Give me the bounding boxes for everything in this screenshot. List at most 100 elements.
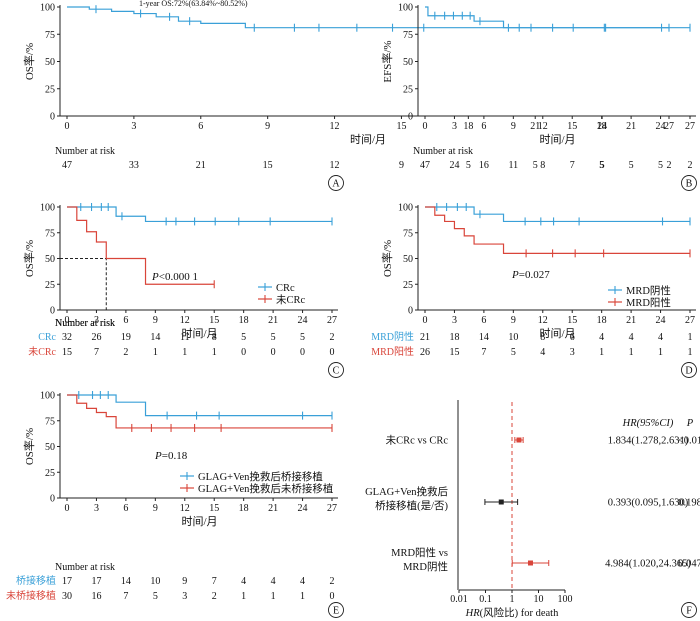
legend-label: CRc [276, 283, 295, 294]
x-tick-label: 6 [198, 121, 203, 132]
x-tick-label: 24 [656, 121, 666, 132]
x-axis-label: 时间/月 [181, 515, 217, 528]
risk-count: 7 [94, 347, 99, 358]
panel-badge [681, 602, 697, 618]
panel-letter: F [686, 606, 692, 617]
risk-count: 2 [212, 591, 217, 602]
x-tick-label: 27 [685, 315, 695, 326]
risk-count: 33 [129, 160, 139, 171]
x-tick-label: 24 [656, 315, 666, 326]
y-tick-label: 0 [408, 112, 413, 123]
hr-ci-text: 4.984(1.020,24.365) [605, 559, 691, 570]
risk-count: 4 [540, 347, 545, 358]
x-tick-label: 27 [327, 315, 337, 326]
risk-count: 19 [121, 332, 131, 343]
x-tick-label: 27 [327, 503, 337, 514]
risk-count: 4 [300, 576, 305, 587]
p-value: P<0.000 1 [151, 271, 198, 283]
x-tick-label: 3 [131, 121, 136, 132]
risk-row-label: 未CRc [28, 346, 56, 358]
risk-count: 1 [182, 347, 187, 358]
risk-count: 0 [330, 347, 335, 358]
hr-point [516, 437, 522, 443]
forest-x-tick-label: 100 [558, 594, 573, 605]
x-tick-label: 15 [209, 315, 219, 326]
y-tick-label: 75 [403, 30, 413, 41]
risk-count: 5 [511, 347, 516, 358]
x-tick-label: 12 [330, 121, 340, 132]
forest-row-label: 未CRc vs CRc [386, 435, 449, 447]
y-tick-label: 25 [45, 468, 55, 479]
y-tick-label: 100 [40, 3, 55, 14]
panel-letter: E [333, 606, 339, 617]
x-tick-label: 0 [423, 315, 428, 326]
hr-point [498, 499, 504, 505]
y-tick-label: 100 [398, 3, 413, 14]
risk-count: 4 [271, 576, 276, 587]
risk-count: 14 [479, 332, 489, 343]
y-tick-label: 100 [40, 391, 55, 402]
risk-count: 2 [688, 160, 693, 171]
x-tick-label: 24 [597, 121, 607, 132]
y-tick-label: 75 [45, 30, 55, 41]
risk-count: 26 [91, 332, 101, 343]
risk-row-label: 未桥接移植 [6, 589, 56, 602]
x-tick-label: 0 [65, 315, 70, 326]
risk-count: 7 [481, 347, 486, 358]
forest-x-axis-label: HR(风险比) for death [465, 606, 559, 619]
risk-title: Number at risk [55, 146, 115, 157]
y-axis-label: OS率/% [22, 240, 36, 277]
risk-count: 5 [300, 332, 305, 343]
x-tick-label: 0 [65, 503, 70, 514]
panel-badge [328, 175, 344, 191]
risk-count: 26 [420, 347, 430, 358]
p-value-text: 0.198 [678, 498, 700, 509]
risk-count: 0 [241, 347, 246, 358]
x-tick-label: 3 [452, 315, 457, 326]
risk-count: 9 [182, 576, 187, 587]
risk-row-label: MRD阴性 [371, 330, 414, 343]
risk-count: 4 [599, 332, 604, 343]
panel-badge [328, 362, 344, 378]
y-tick-label: 100 [398, 203, 413, 214]
risk-count: 1 [658, 347, 663, 358]
x-tick-label: 6 [481, 121, 486, 132]
y-tick-label: 50 [45, 57, 55, 68]
risk-count: 8 [540, 160, 545, 171]
x-tick-label: 27 [664, 121, 674, 132]
forest-x-tick-label: 0.1 [479, 594, 492, 605]
x-tick-label: 15 [396, 121, 406, 132]
risk-count: 7 [123, 591, 128, 602]
risk-count: 47 [62, 160, 72, 171]
risk-count: 14 [121, 576, 131, 587]
risk-count: 15 [62, 347, 72, 358]
legend-label: 未CRc [276, 294, 306, 306]
risk-title: Number at risk [55, 318, 115, 329]
panel-a: 0 3 6 9 12 15 18 21 24 270255075100时间/月OS率/%1-yea… [22, 0, 675, 191]
forest-x-tick-label: 1 [510, 594, 515, 605]
risk-count: 16 [91, 591, 101, 602]
panel-badge [681, 362, 697, 378]
x-tick-label: 21 [268, 503, 278, 514]
risk-count: 2 [330, 576, 335, 587]
y-axis-label: OS率/% [380, 240, 394, 277]
risk-count: 1 [629, 347, 634, 358]
x-tick-label: 6 [481, 315, 486, 326]
x-tick-label: 12 [180, 503, 190, 514]
legend-label: GLAG+Ven挽救后桥接移植 [198, 470, 323, 483]
y-tick-label: 0 [50, 494, 55, 505]
risk-count: 1 [241, 591, 246, 602]
plot-area [450, 401, 563, 456]
panel-badge [681, 175, 697, 191]
y-tick-label: 75 [403, 228, 413, 239]
risk-count: 15 [263, 160, 273, 171]
panel-letter: D [685, 366, 692, 377]
risk-row-label: 桥接移植 [16, 574, 56, 587]
x-tick-label: 12 [538, 121, 548, 132]
risk-count: 21 [196, 160, 206, 171]
x-tick-label: 18 [463, 121, 473, 132]
x-tick-label: 9 [511, 121, 516, 132]
